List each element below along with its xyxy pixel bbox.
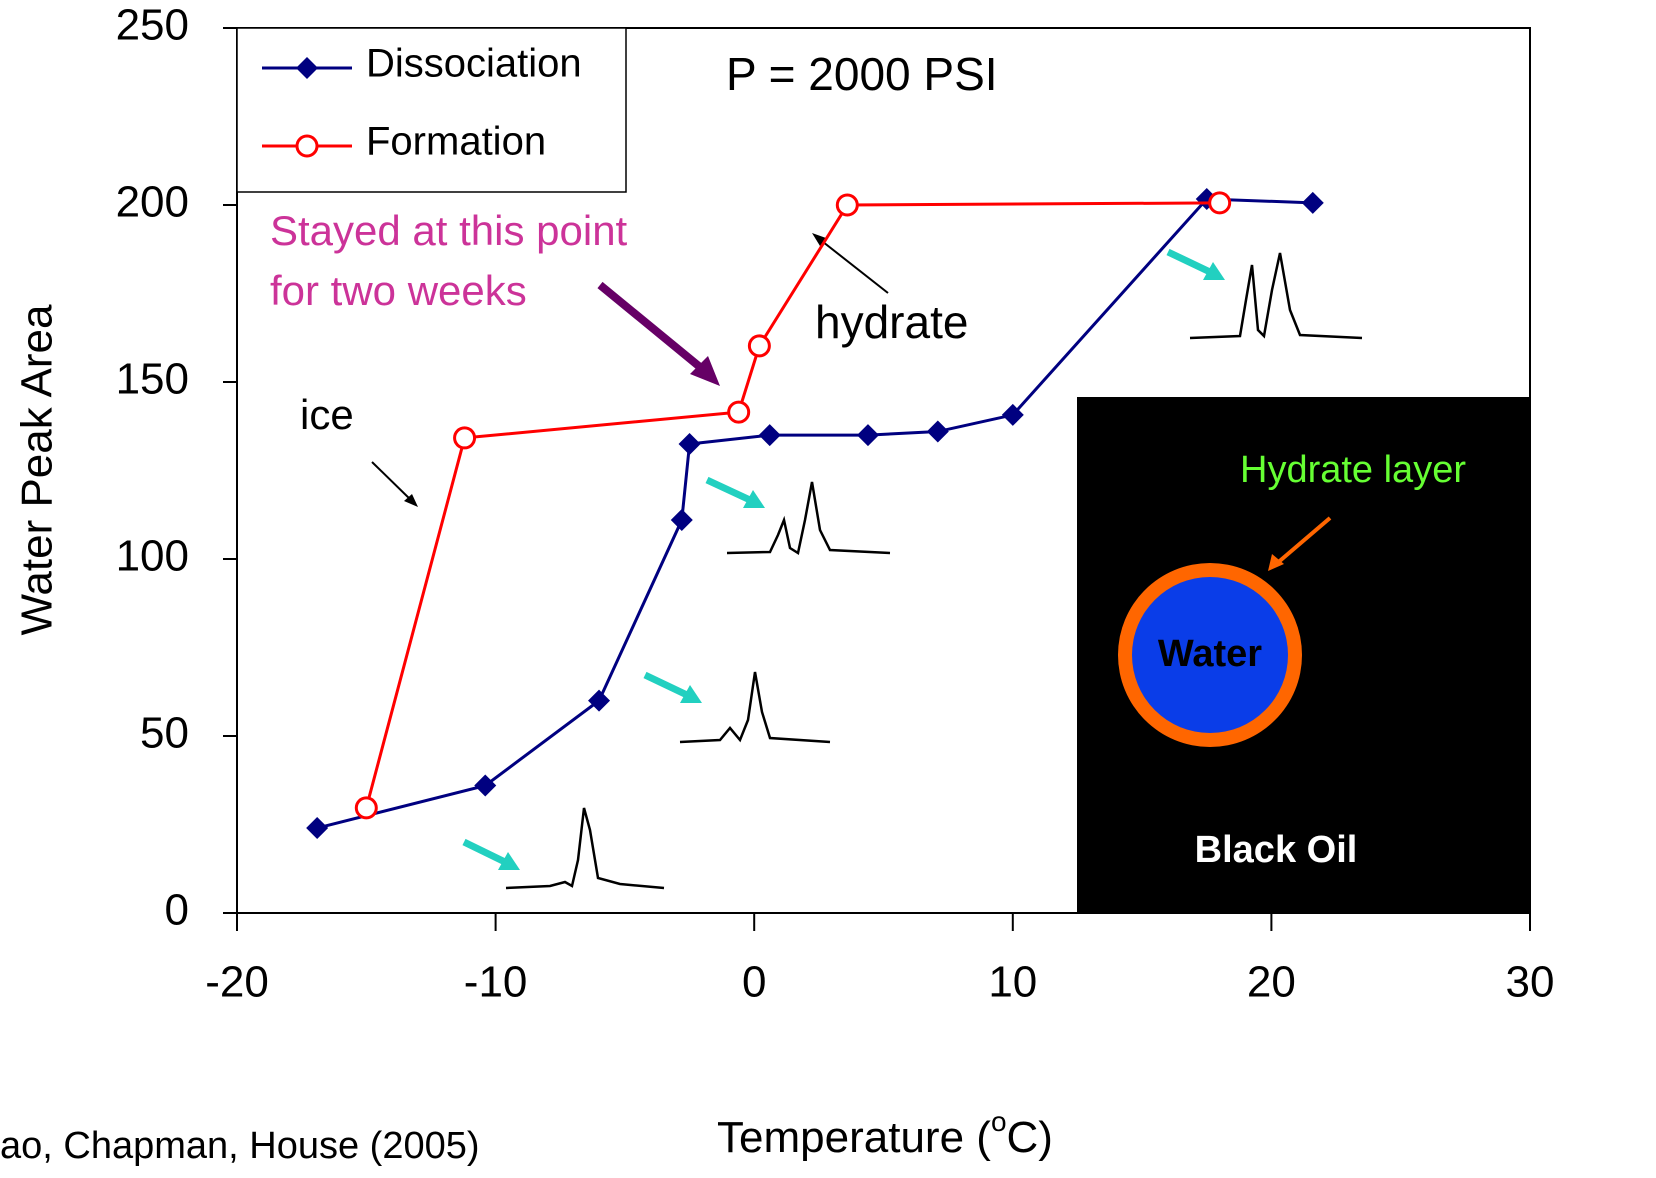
cyan-arrow-heads — [498, 262, 1225, 870]
y-tick-label: 0 — [165, 886, 189, 935]
y-axis-label: Water Peak Area — [13, 304, 62, 635]
annotation: for two weeks — [270, 267, 527, 314]
annotation: ice — [300, 391, 354, 438]
data-point — [670, 509, 693, 532]
series-line — [364, 201, 1220, 809]
data-point — [856, 424, 879, 447]
y-tick-label: 100 — [116, 532, 189, 581]
x-axis-label: Temperature (oC) — [717, 1106, 1053, 1161]
data-point — [835, 193, 859, 217]
spectra — [505, 252, 1363, 890]
plot-frame — [236, 27, 1531, 914]
annotation: Stayed at this point — [270, 207, 628, 254]
legend-marker — [296, 57, 318, 79]
data-point — [474, 774, 497, 797]
cyan-arrows — [462, 248, 1212, 866]
data-point — [926, 420, 949, 443]
arrow-head — [1268, 554, 1284, 571]
data-point — [588, 689, 611, 712]
chart-title: P = 2000 PSI — [726, 48, 998, 100]
purple-arrow — [597, 281, 709, 376]
y-tick-label: 50 — [140, 709, 189, 758]
arrow — [1273, 516, 1332, 567]
citation: ao, Chapman, House (2005) — [0, 1125, 480, 1167]
water-core — [1132, 577, 1288, 733]
x-tick-label: 20 — [1247, 958, 1296, 1007]
x-label-part: C) — [1007, 1113, 1053, 1162]
ice-arrow — [371, 461, 415, 504]
purple-arrow-head — [690, 356, 720, 386]
data-point — [747, 334, 771, 358]
data-point — [354, 796, 378, 820]
annotation: Black Oil — [1195, 829, 1358, 871]
annotation: Hydrate layer — [1240, 449, 1466, 491]
y-tick-label: 200 — [116, 178, 189, 227]
data-point — [1001, 403, 1024, 426]
x-tick-label: 10 — [988, 958, 1037, 1007]
data-point — [1301, 191, 1324, 214]
data-point — [306, 817, 329, 840]
annotation: hydrate — [815, 296, 968, 348]
data-point — [758, 424, 781, 447]
ice-arrow-head — [404, 494, 418, 507]
x-label-part: Temperature ( — [717, 1113, 991, 1162]
hydrate-arrow-head — [812, 233, 826, 246]
data-point — [453, 426, 477, 450]
x-tick-label: 30 — [1506, 958, 1555, 1007]
x-tick-label: 0 — [742, 958, 766, 1007]
legend-box — [236, 27, 627, 193]
x-tick-label: -20 — [205, 958, 269, 1007]
x-tick-label: -10 — [464, 958, 528, 1007]
hydrate-arrow — [817, 237, 889, 294]
legend-label: Dissociation — [366, 42, 582, 86]
annotation: Water — [1158, 633, 1262, 675]
legend-label: Formation — [366, 120, 546, 164]
x-label-sup: o — [991, 1106, 1007, 1137]
data-point — [1208, 191, 1232, 215]
y-tick-label: 250 — [116, 1, 189, 50]
y-tick-label: 150 — [116, 355, 189, 404]
data-point — [678, 432, 701, 455]
legend-marker — [295, 134, 319, 158]
data-point — [727, 400, 751, 424]
